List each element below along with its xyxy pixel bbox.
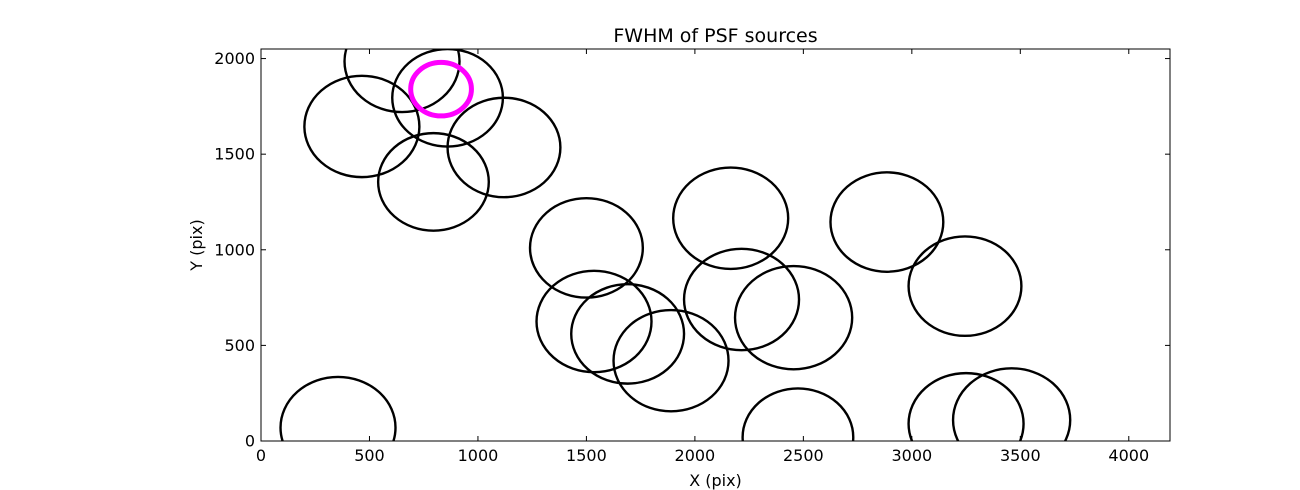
source-circle-13 [733,264,854,371]
plot-area [261,49,1170,441]
x-tick-label: 1500 [566,446,607,465]
highlighted-source-circle [408,59,474,119]
source-circle-6 [279,375,397,441]
x-tick-label: 1000 [458,446,499,465]
source-circle-18 [951,367,1072,441]
source-circle-17 [907,371,1025,441]
chart-title: FWHM of PSF sources [613,25,817,47]
x-tick-labels: 0 500 1000 1500 2000 2500 3000 3500 4000 [256,446,1149,465]
x-axis-label: X (pix) [689,471,742,490]
source-circle-14 [741,387,855,441]
source-circles [279,49,1072,441]
x-tick-label: 3000 [891,446,932,465]
y-tick-label: 500 [224,336,255,355]
source-circle-11 [671,166,790,271]
y-tick-label: 1500 [214,145,255,164]
x-tick-label: 500 [354,446,385,465]
x-tick-label: 2500 [783,446,824,465]
source-circle-10 [612,308,730,413]
source-circle-9 [570,283,686,385]
y-axis-label: Y (pix) [187,219,206,271]
source-circle-1 [343,49,461,114]
source-circle-7 [528,196,645,299]
source-circle-8 [535,269,653,374]
source-circle-16 [907,235,1023,338]
y-tick-labels: 0 500 1000 1500 2000 [214,49,255,450]
y-tick-label: 1000 [214,240,255,259]
x-tick-label: 2000 [675,446,716,465]
source-circle-15 [829,171,945,273]
x-tick-label: 0 [256,446,266,465]
source-circle-12 [682,247,801,352]
x-tick-label: 3500 [1000,446,1041,465]
plot-frame [260,48,1171,442]
x-tick-label: 4000 [1108,446,1149,465]
source-circle-4 [446,96,562,199]
y-tick-label: 2000 [214,49,255,68]
source-circle-2 [303,74,421,179]
y-tick-label: 0 [245,432,255,451]
source-circle-5 [376,131,490,232]
